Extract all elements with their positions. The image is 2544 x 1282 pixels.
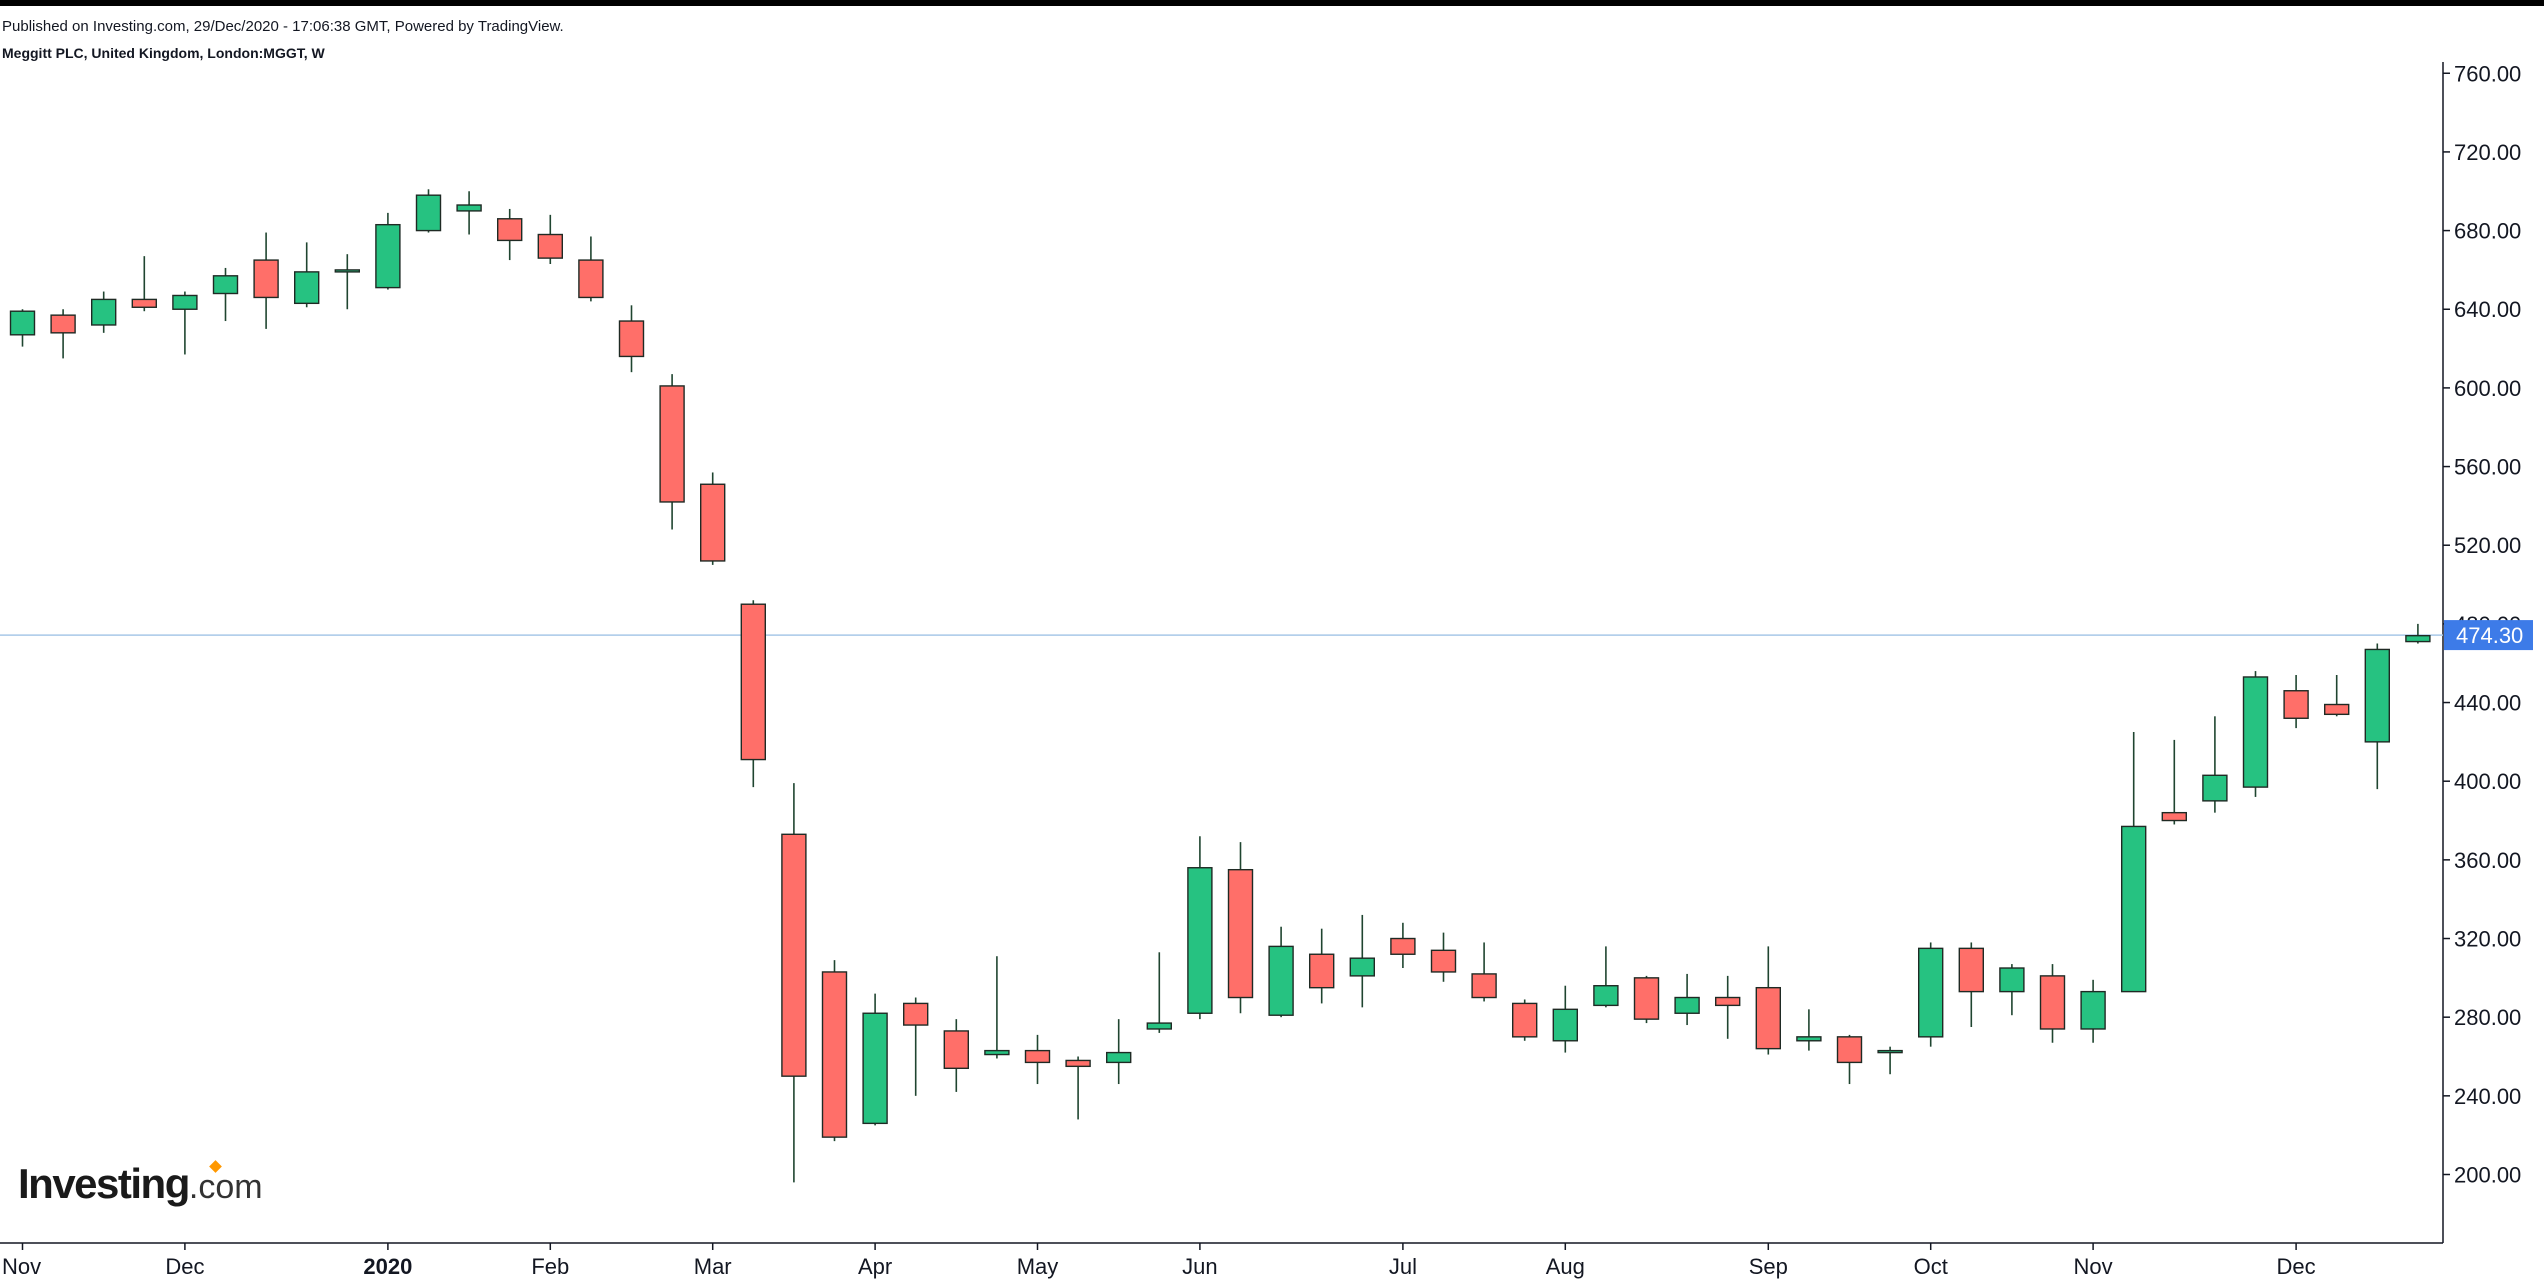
candle-body-up [862,1012,888,1125]
candle-body-down [1714,996,1741,1007]
candle-body-down [2161,811,2188,822]
candle-body-down [2323,703,2350,716]
candle-body-up [294,271,320,305]
candle-body-up [2405,634,2431,643]
candle-body-up [1187,867,1213,1014]
candle-body-up [334,269,360,273]
candle-body-up [1877,1049,1903,1054]
candle-body-down [903,1002,929,1026]
y-tick-label: 720.00 [2454,140,2521,165]
candle-body-down [1024,1049,1051,1064]
x-tick-label: Dec [2277,1254,2316,1279]
candle-body-down [1471,973,1497,999]
candle-body-down [1430,949,1457,973]
x-tick-label: Aug [1546,1254,1585,1279]
y-tick-label: 560.00 [2454,455,2521,480]
x-tick-label: Nov [2,1254,41,1279]
candle-body-up [2120,825,2147,993]
candle-body-up [9,310,36,336]
candle-body-up [212,275,239,295]
candle-body-down [2283,690,2309,719]
candle-body-up [1268,945,1294,1016]
candle-body-up [984,1049,1010,1056]
candle-body-down [50,314,76,334]
candle-body-down [2039,975,2066,1030]
candle-body-down [1390,937,1416,955]
x-tick-label: 2020 [363,1254,412,1279]
candle-body-up [1146,1022,1173,1030]
candle-body-down [1227,868,1254,999]
y-tick-label: 200.00 [2454,1163,2521,1188]
candle-body-down [253,259,279,299]
y-tick-label: 320.00 [2454,927,2521,952]
x-tick-label: Apr [858,1254,892,1279]
candle-body-up [2080,990,2106,1030]
candle-body-down [578,259,604,299]
logo-wordmark: Investing [18,1160,190,1207]
candle-body-up [1999,967,2025,993]
candle-body-down [1308,953,1335,989]
candle-body-up [1349,957,1376,977]
candle-body-down [1836,1036,1863,1064]
candle-body-down [740,603,766,761]
x-tick-label: Mar [694,1254,732,1279]
y-tick-label: 680.00 [2454,219,2521,244]
top-border [0,0,2544,6]
chart-header: Published on Investing.com, 29/Dec/2020 … [2,18,564,62]
investing-logo: Investing.com [18,1160,263,1220]
candle-body-down [1958,947,1985,993]
logo-domain: .com [188,1168,263,1206]
y-tick-label: 440.00 [2454,691,2521,716]
y-tick-label: 240.00 [2454,1084,2521,1109]
y-tick-label: 520.00 [2454,533,2521,558]
y-tick-label: 760.00 [2454,61,2521,86]
y-tick-label: 600.00 [2454,376,2521,401]
candle-body-down [131,298,158,308]
candle-body-up [2202,774,2228,802]
candle-body-down [1511,1002,1538,1038]
x-tick-label: Jul [1389,1254,1417,1279]
y-tick-label: 400.00 [2454,769,2521,794]
candle-body-up [415,194,442,232]
x-tick-label: Oct [1914,1254,1948,1279]
candle-body-down [821,971,848,1138]
candle-body-down [943,1030,969,1070]
candle-body-up [90,298,117,326]
candle-body-down [1633,977,1660,1020]
candle-body-down [497,218,523,242]
candle-body-up [172,294,198,310]
candle-body-down [618,320,645,358]
candle-body-up [1593,985,1619,1007]
y-tick-label: 360.00 [2454,848,2521,873]
x-tick-label: May [1017,1254,1059,1279]
x-tick-label: Jun [1182,1254,1217,1279]
candle-body-up [1917,947,1944,1038]
published-note: Published on Investing.com, 29/Dec/2020 … [2,18,564,35]
x-tick-label: Dec [165,1254,204,1279]
candle-body-down [1755,986,1782,1050]
candle-body-up [1796,1036,1822,1042]
candle-body-down [659,385,685,503]
candle-body-up [1674,996,1700,1014]
candle-body-down [700,483,726,562]
candle-body-up [456,204,482,212]
candle-body-up [2364,648,2391,743]
x-tick-label: Sep [1749,1254,1788,1279]
candle-body-up [1105,1051,1132,1064]
candle-body-up [1552,1008,1579,1042]
candle-body-up [2242,676,2269,788]
x-tick-label: Nov [2074,1254,2113,1279]
candle-body-down [781,833,807,1077]
symbol-title: Meggitt PLC, United Kingdom, London:MGGT… [2,45,325,61]
candle-body-up [375,223,401,289]
candle-body-down [537,233,563,259]
price-tag [2444,620,2533,651]
y-tick-label: 280.00 [2454,1005,2521,1030]
x-tick-label: Feb [531,1254,569,1279]
y-tick-label: 640.00 [2454,297,2521,322]
price-tag-label: 474.30 [2456,623,2523,648]
candle-body-down [1065,1059,1091,1068]
